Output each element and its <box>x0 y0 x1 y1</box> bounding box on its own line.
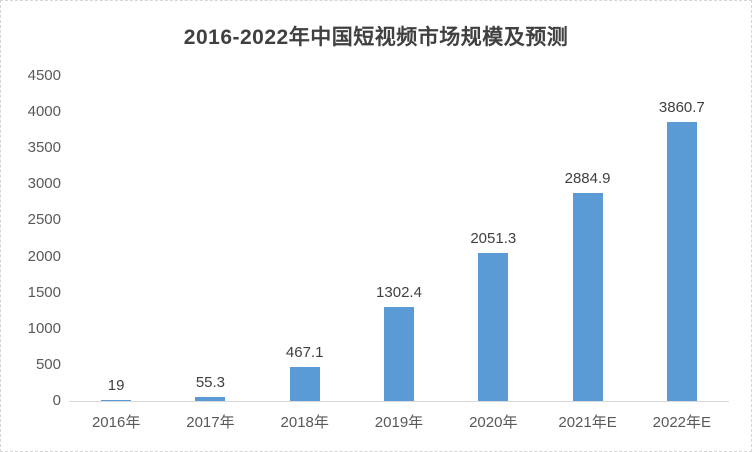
y-tick-label: 1000 <box>27 319 61 337</box>
y-tick-label: 2000 <box>27 247 61 265</box>
x-tick-label: 2019年 <box>374 414 424 431</box>
bar <box>666 122 697 401</box>
bar-value-label: 19 <box>107 376 125 394</box>
y-tick-label: 3000 <box>27 175 61 193</box>
bar <box>289 367 320 401</box>
bar-value-label: 2051.3 <box>470 229 517 247</box>
bar-value-label: 3860.7 <box>658 99 705 117</box>
y-tick-label: 4000 <box>27 103 61 121</box>
y-tick-label: 3500 <box>27 139 61 157</box>
y-tick-label: 2500 <box>27 211 61 229</box>
x-tick-label: 2018年 <box>280 414 329 431</box>
bar-value-label: 55.3 <box>195 374 226 392</box>
bar <box>195 397 226 401</box>
bar-value-label: 1302.4 <box>376 283 422 301</box>
bar-value-label: 467.1 <box>285 344 324 362</box>
x-tick-label: 2021年E <box>558 414 617 431</box>
x-tick-label: 2020年 <box>469 414 518 431</box>
bar-value-label: 2884.9 <box>564 169 611 187</box>
bar <box>384 306 414 401</box>
plot-area: 19 55.3 467.1 1302.4 2051.3 2884.9 3860.7 <box>69 76 729 402</box>
bar <box>572 192 603 401</box>
y-tick-label: 4500 <box>27 67 61 84</box>
x-tick-label: 2016年 <box>91 414 141 431</box>
y-tick-label: 500 <box>35 355 61 373</box>
x-tick-label: 2022年E <box>652 414 712 431</box>
bar <box>478 252 509 401</box>
bar <box>101 399 132 401</box>
x-tick-label: 2017年 <box>186 414 235 431</box>
y-tick-label: 0 <box>52 392 61 409</box>
chart-title: 2016-2022年中国短视频市场规模及预测 <box>183 26 569 49</box>
y-tick-label: 1500 <box>27 283 61 301</box>
